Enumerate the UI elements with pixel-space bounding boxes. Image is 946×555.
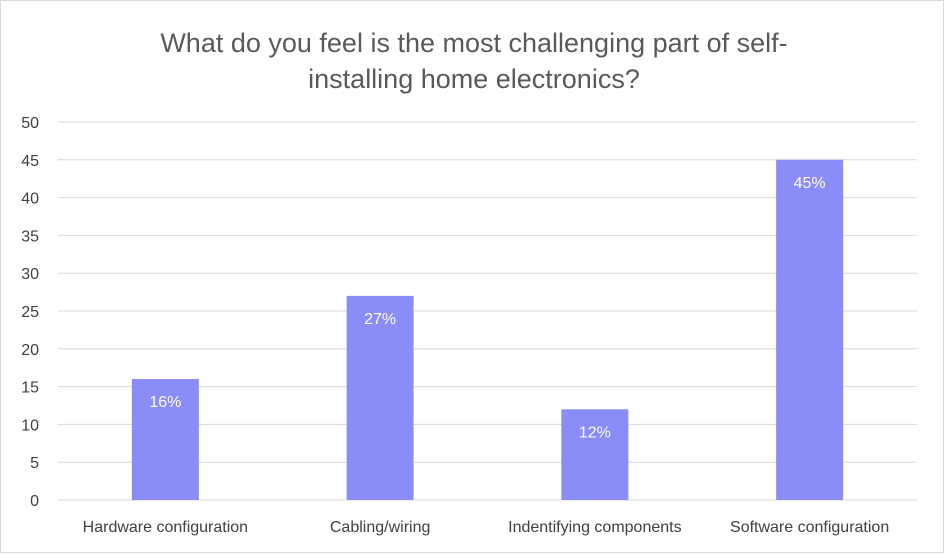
data-labels: 16% 27% 12% 45% — [149, 175, 825, 441]
y-tick-label: 35 — [21, 228, 39, 245]
category-label: Software configuration — [730, 519, 889, 536]
y-tick-label: 0 — [30, 493, 39, 510]
chart-title-line-1: What do you feel is the most challenging… — [160, 28, 788, 58]
data-label: 45% — [794, 175, 826, 192]
y-tick-label: 40 — [21, 191, 39, 208]
x-axis-categories: Hardware configuration Cabling/wiring Inde… — [83, 519, 890, 536]
bar — [776, 159, 844, 501]
y-tick-label: 25 — [21, 304, 39, 321]
y-tick-label: 20 — [21, 342, 39, 359]
y-tick-label: 50 — [21, 115, 39, 132]
gridlines — [58, 121, 917, 501]
y-tick-label: 5 — [30, 455, 39, 472]
data-label: 12% — [579, 424, 611, 441]
bars — [131, 159, 844, 501]
y-axis-ticks: 0 5 10 15 20 25 30 35 40 45 50 — [21, 115, 39, 510]
y-tick-label: 30 — [21, 266, 39, 283]
category-label: Cabling/wiring — [330, 519, 431, 536]
category-label: Indentifying components — [508, 519, 681, 536]
bar — [131, 379, 199, 500]
y-tick-label: 45 — [21, 153, 39, 170]
y-tick-label: 15 — [21, 380, 39, 397]
bar — [346, 295, 414, 500]
category-label: Hardware configuration — [83, 519, 248, 536]
chart-title: What do you feel is the most challenging… — [1, 25, 946, 97]
y-tick-label: 10 — [21, 417, 39, 434]
data-label: 16% — [149, 394, 181, 411]
chart-title-line-2: installing home electronics? — [308, 64, 640, 94]
bar — [561, 409, 629, 500]
data-label: 27% — [364, 311, 396, 328]
